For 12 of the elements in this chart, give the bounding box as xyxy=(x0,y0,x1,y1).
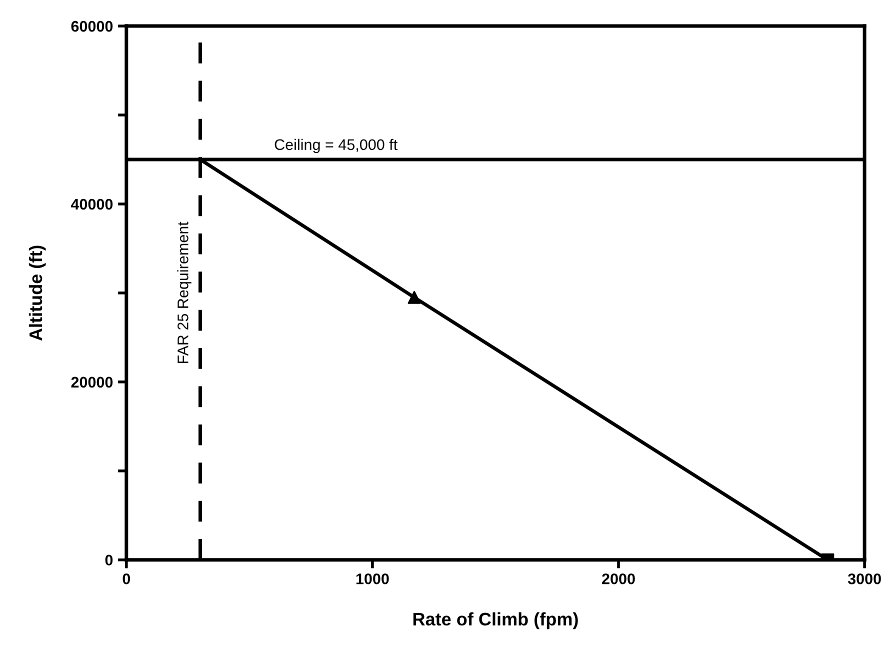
y-tick-label: 20000 xyxy=(71,376,113,388)
y-tick-label: 40000 xyxy=(70,198,113,210)
y-tick-label: 0 xyxy=(105,554,113,566)
x-axis-title: Rate of Climb (fpm) xyxy=(413,612,578,630)
x-tick-label: 3000 xyxy=(848,573,881,584)
x-tick-label: 0 xyxy=(122,573,130,584)
ref-line-label: FAR 25 Requirement xyxy=(177,222,192,364)
x-tick-label: 2000 xyxy=(602,573,635,584)
y-axis-title: Altitude (ft) xyxy=(28,246,46,341)
y-tick-label: 60000 xyxy=(71,20,113,32)
x-tick-label: 1000 xyxy=(356,573,389,584)
ref-line-label: Ceiling = 45,000 ft xyxy=(274,138,398,154)
